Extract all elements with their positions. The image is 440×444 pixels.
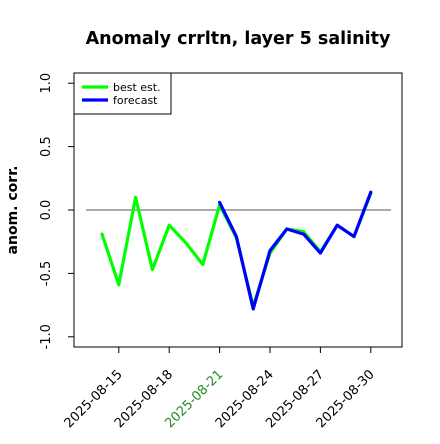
- y-tick-label: 0.5: [39, 136, 54, 157]
- y-tick-label: -1.0: [39, 324, 54, 349]
- legend-box: [73, 72, 172, 115]
- y-tick-label: 0.0: [39, 200, 54, 221]
- y-axis-label: anom. corr.: [5, 166, 21, 255]
- series-line-forecast: [218, 190, 373, 311]
- legend-label-best-est: best est.: [113, 81, 161, 94]
- y-tick-label: 1.0: [39, 73, 54, 94]
- legend-label-forecast: forecast: [113, 94, 158, 107]
- chart-title: Anomaly crrltn, layer 5 salinity: [86, 29, 391, 49]
- y-tick-label: -0.5: [39, 261, 54, 286]
